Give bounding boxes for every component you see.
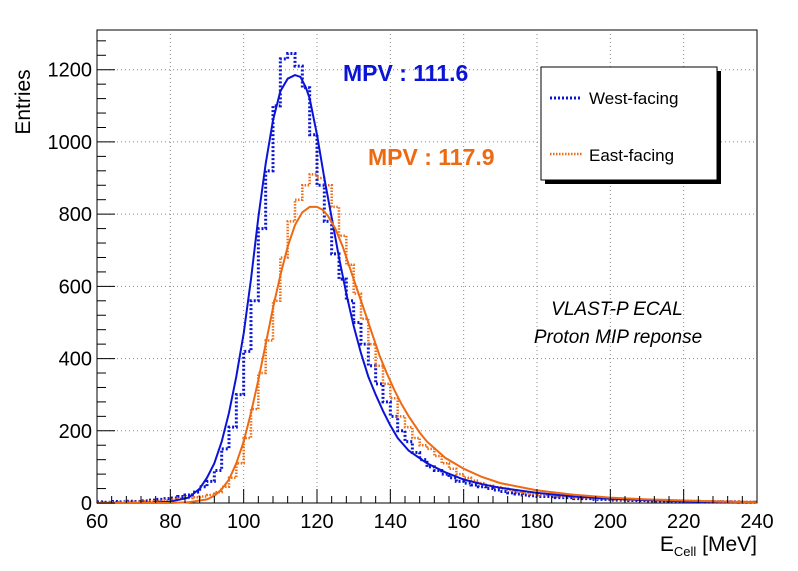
series-east-facing-histogram xyxy=(97,173,757,504)
y-tick-label: 0 xyxy=(81,493,92,515)
legend-box xyxy=(540,66,718,181)
x-tick-label: 240 xyxy=(740,511,773,533)
x-tick-label: 100 xyxy=(227,511,260,533)
east-mpv-annotation: MPV : 117.9 xyxy=(368,144,495,170)
legend-east-label: East-facing xyxy=(589,146,674,165)
series-east-facing-fit xyxy=(97,205,758,504)
plot-frame xyxy=(96,29,758,504)
note-line-1: VLAST-P ECAL xyxy=(551,299,683,320)
legend-west-label: West-facing xyxy=(589,89,678,108)
x-tick-labels: 60 80 100 120 140 160 180 200 220 240 xyxy=(86,511,774,533)
x-tick-label: 200 xyxy=(594,511,627,533)
y-tick-label: 600 xyxy=(59,276,92,298)
series-west-facing-histogram xyxy=(97,51,757,504)
y-tick-label: 1000 xyxy=(48,132,93,154)
x-tick-label: 140 xyxy=(374,511,407,533)
y-tick-label: 800 xyxy=(59,204,92,226)
legend: West-facing East-facing xyxy=(540,66,721,184)
x-tick-label: 80 xyxy=(159,511,181,533)
x-axis-title-subscript: Cell xyxy=(674,544,697,559)
y-tick-label: 400 xyxy=(59,349,92,371)
x-tick-label: 160 xyxy=(447,511,480,533)
x-tick-label: 60 xyxy=(86,511,108,533)
series-west-facing-fit xyxy=(97,74,758,504)
x-tick-label: 220 xyxy=(667,511,700,533)
note-line-2: Proton MIP reponse xyxy=(534,327,702,348)
axis-ticks xyxy=(96,40,758,504)
y-tick-labels: 0 200 400 600 800 1000 1200 xyxy=(48,60,93,515)
y-axis-title: Entries xyxy=(12,69,35,134)
y-tick-label: 200 xyxy=(59,421,92,443)
x-tick-label: 120 xyxy=(300,511,333,533)
x-axis-title-unit: [MeV] xyxy=(696,533,757,556)
x-tick-label: 180 xyxy=(520,511,553,533)
west-mpv-annotation: MPV : 111.6 xyxy=(343,60,468,86)
grid-lines xyxy=(97,30,757,503)
y-tick-label: 1200 xyxy=(48,60,93,82)
x-axis-title: ECell [MeV] xyxy=(660,533,757,559)
